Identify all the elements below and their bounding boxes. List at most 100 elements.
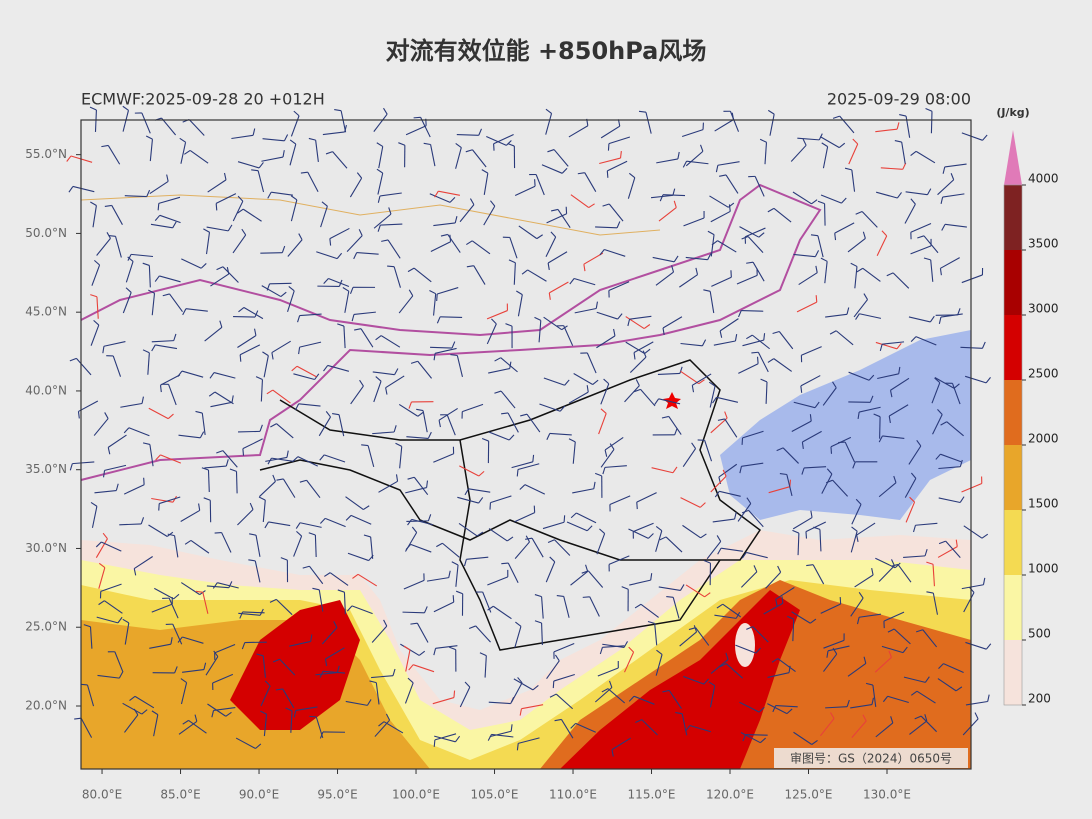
wind-barb-flag bbox=[672, 188, 676, 196]
wind-barb bbox=[232, 200, 244, 222]
wind-barb-flag bbox=[830, 712, 835, 719]
wind-barb bbox=[318, 416, 332, 437]
wind-barb-flag bbox=[759, 138, 767, 143]
wind-barb-flag bbox=[162, 293, 170, 297]
wind-barb-flag bbox=[227, 224, 233, 232]
wind-barb bbox=[471, 240, 491, 255]
wind-barb bbox=[851, 504, 862, 525]
wind-barb-flag bbox=[699, 144, 704, 152]
wind-barb bbox=[791, 611, 811, 624]
wind-barb-flag bbox=[440, 233, 448, 237]
wind-barb bbox=[325, 647, 345, 660]
wind-barb bbox=[847, 238, 866, 253]
colorbar-band bbox=[1004, 315, 1022, 380]
wind-barb-flag bbox=[802, 138, 807, 146]
wind-barb bbox=[892, 272, 910, 289]
wind-barb-flag bbox=[296, 530, 302, 537]
wind-barb-flag bbox=[863, 293, 868, 300]
wind-barb-flag bbox=[258, 496, 266, 501]
wind-barb bbox=[290, 115, 300, 137]
wind-barb-flag bbox=[157, 203, 160, 211]
wind-barb-flag bbox=[891, 559, 895, 566]
wind-barb-flag bbox=[926, 591, 934, 594]
wind-barb bbox=[710, 210, 731, 223]
wind-barb bbox=[584, 172, 597, 192]
wind-barb bbox=[938, 497, 961, 504]
wind-barb bbox=[568, 125, 589, 138]
wind-barb bbox=[380, 223, 403, 226]
wind-barb bbox=[738, 363, 759, 374]
wind-barb bbox=[535, 174, 545, 196]
wind-barb bbox=[91, 264, 101, 286]
wind-barb bbox=[101, 541, 122, 552]
wind-barb bbox=[426, 577, 449, 582]
wind-barb-flag bbox=[298, 347, 301, 355]
wind-barb bbox=[832, 479, 849, 497]
wind-barb-flag bbox=[564, 379, 570, 386]
wind-barb-flag bbox=[501, 412, 509, 415]
wind-barb bbox=[553, 674, 575, 682]
wind-barb-flag bbox=[856, 617, 860, 625]
wind-barb-flag bbox=[272, 474, 276, 482]
wind-barb-flag bbox=[969, 586, 975, 593]
wind-barb-flag bbox=[554, 654, 560, 662]
wind-barb bbox=[185, 308, 208, 312]
wind-barb-flag bbox=[426, 480, 429, 488]
wind-barb-flag bbox=[781, 596, 784, 604]
wind-barb bbox=[553, 149, 569, 167]
wind-barb bbox=[488, 528, 508, 542]
wind-barb bbox=[373, 213, 392, 229]
wind-barb bbox=[457, 496, 479, 504]
wind-barb bbox=[541, 164, 563, 174]
wind-barb-flag bbox=[855, 498, 862, 505]
wind-barb bbox=[801, 346, 822, 356]
wind-barb bbox=[398, 295, 414, 314]
wind-barb bbox=[825, 706, 848, 709]
wind-barb-flag bbox=[77, 411, 80, 419]
wind-barb bbox=[596, 335, 616, 349]
wind-barb bbox=[946, 421, 964, 437]
wind-barb-flag bbox=[74, 717, 82, 720]
wind-barb-flag bbox=[806, 564, 814, 567]
wind-barb-flag bbox=[375, 376, 382, 382]
wind-barb bbox=[375, 682, 380, 705]
wind-barb-flag bbox=[271, 352, 274, 360]
wind-barb bbox=[682, 448, 697, 468]
wind-barb bbox=[633, 695, 655, 705]
credit: 审图号：GS（2024）0650号 bbox=[790, 751, 952, 766]
wind-barb bbox=[876, 191, 898, 199]
wind-barb bbox=[541, 596, 544, 619]
wind-barb bbox=[576, 512, 597, 524]
wind-barb bbox=[599, 157, 621, 165]
wind-barb bbox=[822, 387, 837, 406]
wind-barb-flag bbox=[888, 415, 891, 423]
wind-barb-flag bbox=[349, 287, 354, 295]
wind-barb bbox=[131, 253, 154, 258]
wind-barb bbox=[150, 223, 173, 229]
wind-barb bbox=[775, 586, 795, 600]
wind-barb bbox=[488, 368, 510, 374]
run-info: ECMWF:2025-09-28 20 +012H bbox=[81, 90, 325, 109]
wind-barb-flag bbox=[628, 172, 636, 179]
wind-barb bbox=[595, 226, 618, 229]
wind-barb-flag bbox=[602, 203, 610, 207]
wind-barb-flag bbox=[408, 289, 414, 297]
wind-barb bbox=[124, 714, 139, 733]
wind-barb bbox=[624, 651, 635, 673]
wind-barb-flag bbox=[868, 374, 875, 381]
wind-barb bbox=[434, 347, 457, 354]
wind-barb bbox=[514, 185, 536, 197]
wind-barb-flag bbox=[90, 294, 98, 298]
wind-barb bbox=[235, 471, 238, 494]
wind-barb bbox=[455, 564, 459, 587]
wind-barb bbox=[930, 111, 933, 134]
wind-barb bbox=[321, 627, 338, 645]
wind-barb-flag bbox=[680, 584, 685, 591]
wind-barb bbox=[903, 676, 926, 683]
wind-barb bbox=[255, 535, 261, 557]
wind-barb-flag bbox=[392, 668, 396, 676]
wind-barb-flag bbox=[494, 357, 501, 362]
wind-barb bbox=[96, 296, 99, 319]
wind-barb bbox=[141, 112, 151, 134]
wind-barb-flag bbox=[506, 536, 514, 542]
